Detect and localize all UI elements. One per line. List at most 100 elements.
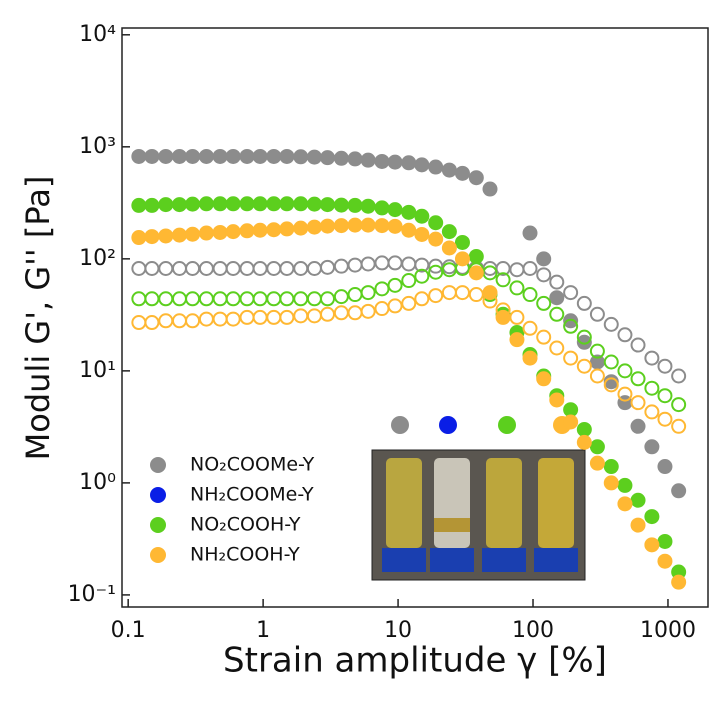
loss-point [198, 291, 214, 307]
loss-point [522, 260, 538, 276]
storage-point [387, 154, 403, 170]
storage-point [671, 574, 687, 590]
loss-point [509, 309, 525, 325]
loss-point [576, 358, 592, 374]
storage-point [671, 483, 687, 499]
loss-point [495, 272, 511, 288]
storage-point [347, 217, 363, 233]
storage-point [428, 231, 444, 247]
loss-point [644, 404, 660, 420]
storage-point [144, 197, 160, 213]
loss-point [374, 255, 390, 271]
legend-marker [150, 457, 166, 473]
loss-point [171, 313, 187, 329]
storage-point [293, 196, 309, 212]
storage-point [563, 402, 579, 418]
loss-point [374, 301, 390, 317]
storage-point [320, 218, 336, 234]
storage-point [239, 196, 255, 212]
loss-point [603, 316, 619, 332]
y-tick-label: 10¹ [79, 358, 116, 383]
loss-point [225, 260, 241, 276]
storage-point [536, 371, 552, 387]
storage-point [576, 334, 592, 350]
storage-point [306, 219, 322, 235]
loss-point [198, 260, 214, 276]
storage-point [630, 418, 646, 434]
storage-point [252, 196, 268, 212]
loss-point [144, 315, 160, 331]
storage-point [414, 226, 430, 242]
loss-point [212, 291, 228, 307]
photo-dot [439, 416, 457, 434]
loss-point [522, 287, 538, 303]
loss-point [293, 291, 309, 307]
storage-point [509, 332, 525, 348]
loss-point [225, 291, 241, 307]
loss-point [374, 281, 390, 297]
storage-point [225, 224, 241, 240]
storage-point [306, 149, 322, 165]
loss-point [671, 418, 687, 434]
storage-point [454, 251, 470, 267]
vial [538, 458, 574, 548]
storage-point [428, 159, 444, 175]
storage-point [454, 165, 470, 181]
loss-point [360, 256, 376, 272]
loss-point [279, 260, 295, 276]
legend-marker [150, 517, 166, 533]
loss-point [549, 306, 565, 322]
legend-marker [150, 547, 166, 563]
storage-point [212, 148, 228, 164]
loss-point [603, 354, 619, 370]
storage-point [603, 475, 619, 491]
storage-point [185, 226, 201, 242]
legend-label: NO₂COOH-Y [190, 514, 301, 536]
storage-point [266, 196, 282, 212]
loss-point [589, 306, 605, 322]
loss-point [644, 380, 660, 396]
loss-point [347, 305, 363, 321]
legend-label: NO₂COOMe-Y [190, 454, 315, 476]
storage-point [306, 196, 322, 212]
storage-point [630, 492, 646, 508]
x-tick-label: 100 [512, 618, 554, 643]
storage-point [252, 148, 268, 164]
storage-point [144, 148, 160, 164]
storage-point [589, 455, 605, 471]
loss-point [536, 267, 552, 283]
loss-point [428, 288, 444, 304]
storage-point [360, 198, 376, 214]
loss-point [509, 280, 525, 296]
loss-point [468, 287, 484, 303]
loss-point [387, 255, 403, 271]
storage-point [576, 421, 592, 437]
loss-point [198, 311, 214, 327]
storage-point [657, 533, 673, 549]
storage-point [549, 290, 565, 306]
loss-point [212, 260, 228, 276]
loss-point [414, 291, 430, 307]
storage-point [563, 414, 579, 430]
loss-point [306, 308, 322, 324]
loss-point [401, 256, 417, 272]
storage-point [266, 148, 282, 164]
storage-point [171, 227, 187, 243]
loss-point [360, 303, 376, 319]
loss-point [576, 329, 592, 345]
loss-point [401, 273, 417, 289]
storage-point [414, 157, 430, 173]
loss-point [306, 291, 322, 307]
storage-point [374, 153, 390, 169]
vial [386, 458, 422, 548]
storage-point [454, 234, 470, 250]
loss-point [320, 306, 336, 322]
loss-point [185, 291, 201, 307]
loss-point [158, 260, 174, 276]
legend-label: NH₂COOMe-Y [190, 484, 314, 506]
loss-point [589, 368, 605, 384]
vial-cap [534, 548, 578, 572]
storage-point [198, 225, 214, 241]
loss-point [630, 395, 646, 411]
